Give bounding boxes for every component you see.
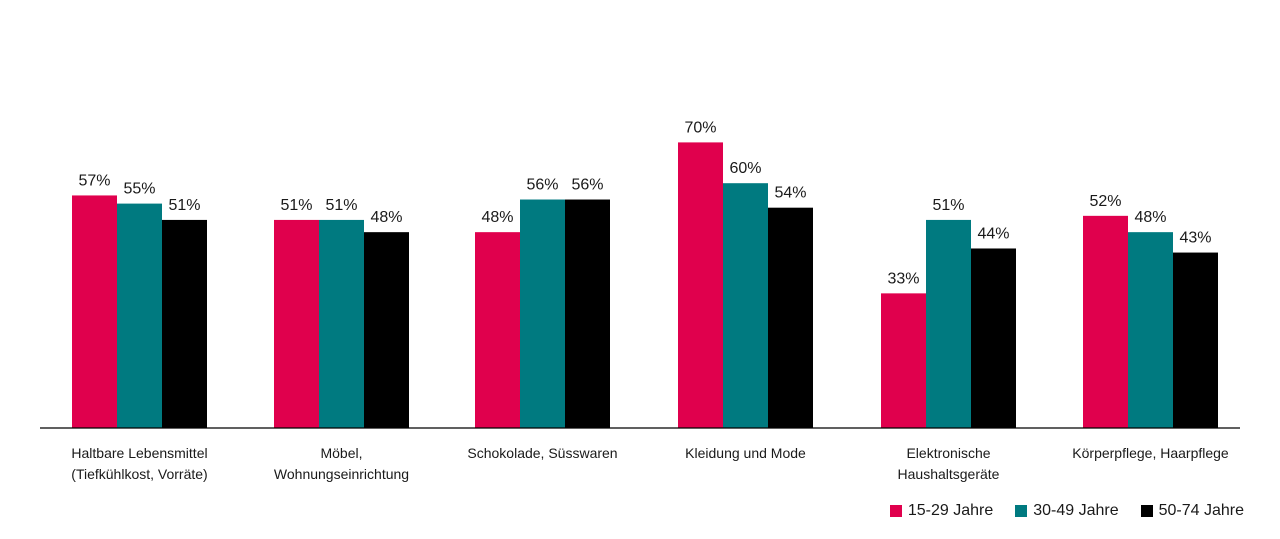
category-label: Kleidung und Mode <box>685 445 806 461</box>
legend-item: 30-49 Jahre <box>1015 502 1119 520</box>
data-label: 55% <box>123 181 155 198</box>
bar-15-29-jahre-4 <box>881 293 926 428</box>
bar-50-74-jahre-4 <box>971 248 1016 428</box>
data-label: 48% <box>481 209 513 226</box>
data-label: 48% <box>370 209 402 226</box>
bar-15-29-jahre-5 <box>1083 215 1128 428</box>
data-label: 44% <box>977 225 1009 242</box>
data-label: 48% <box>1134 209 1166 226</box>
data-label: 51% <box>932 197 964 214</box>
data-label: 54% <box>774 185 806 202</box>
legend: 15-29 Jahre 30-49 Jahre 50-74 Jahre <box>889 502 1244 520</box>
bar-30-49-jahre-3 <box>723 183 768 428</box>
legend-label: 50-74 Jahre <box>1158 502 1244 519</box>
data-label: 33% <box>887 270 919 287</box>
category-label: Möbel, Wohnungseinrichtung <box>274 445 409 482</box>
data-label: 60% <box>729 160 761 177</box>
category-label: Körperpflege, Haarpflege <box>1072 445 1229 461</box>
data-label: 70% <box>684 119 716 136</box>
bar-15-29-jahre-1 <box>274 219 319 428</box>
legend-label: 30-49 Jahre <box>1033 502 1119 519</box>
bar-15-29-jahre-2 <box>475 232 520 428</box>
data-label: 52% <box>1089 193 1121 210</box>
data-label: 51% <box>325 197 357 214</box>
legend-swatch <box>1140 505 1153 517</box>
category-label: Schokolade, Süsswaren <box>467 445 617 461</box>
bar-15-29-jahre-3 <box>678 142 723 428</box>
legend-swatch <box>1015 505 1028 517</box>
legend-swatch <box>889 505 902 517</box>
category-label: Elektronische Haushaltsgeräte <box>898 445 1000 482</box>
bar-30-49-jahre-4 <box>926 219 971 428</box>
bar-50-74-jahre-5 <box>1173 252 1218 428</box>
bar-50-74-jahre-3 <box>768 207 813 428</box>
bar-50-74-jahre-1 <box>364 232 409 428</box>
legend-item: 50-74 Jahre <box>1140 502 1244 520</box>
data-label: 51% <box>168 197 200 214</box>
data-label: 56% <box>571 177 603 194</box>
data-label: 56% <box>526 177 558 194</box>
data-label: 43% <box>1179 230 1211 247</box>
bar-50-74-jahre-0 <box>162 219 207 428</box>
category-label: Haltbare Lebensmittel (Tiefkühlkost, Vorr… <box>71 445 207 482</box>
legend-label: 15-29 Jahre <box>907 502 994 519</box>
data-label: 51% <box>280 197 312 214</box>
bar-30-49-jahre-2 <box>520 199 565 428</box>
bar-15-29-jahre-0 <box>72 195 117 428</box>
data-label: 57% <box>78 172 110 189</box>
bar-50-74-jahre-2 <box>565 199 610 428</box>
bar-30-49-jahre-1 <box>319 219 364 428</box>
legend-item: 15-29 Jahre <box>889 502 994 520</box>
bar-30-49-jahre-5 <box>1128 232 1173 428</box>
bar-30-49-jahre-0 <box>117 203 162 428</box>
